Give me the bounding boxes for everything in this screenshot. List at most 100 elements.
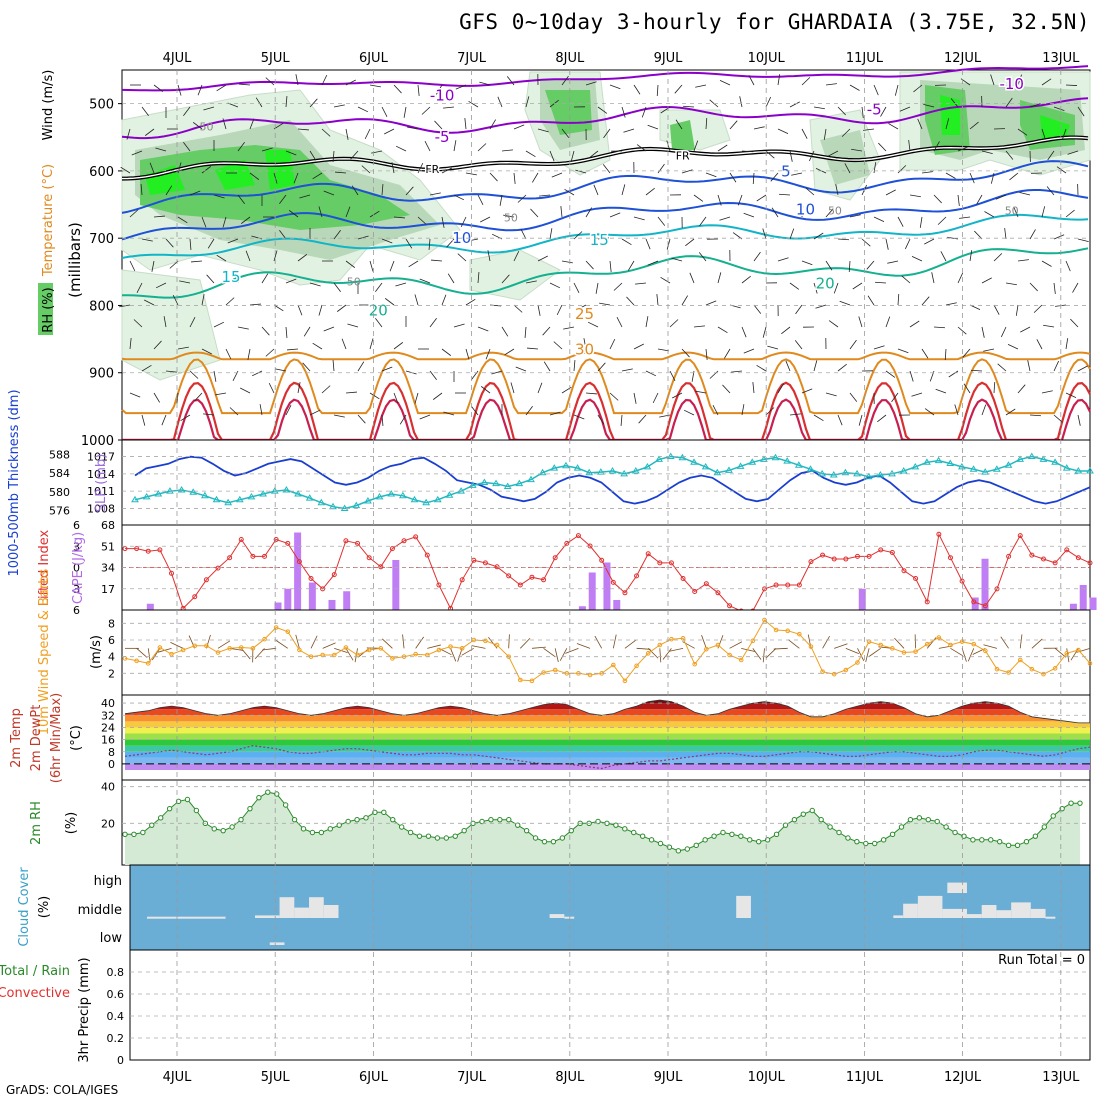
wind-barb <box>699 216 707 227</box>
wind-barb <box>172 294 179 306</box>
wind-barb <box>573 282 580 293</box>
wind-barb <box>935 388 947 394</box>
slp-marker <box>934 456 943 464</box>
wind-barb <box>501 149 513 152</box>
cloud-block <box>1030 908 1046 918</box>
slp-marker <box>643 462 652 470</box>
cloud-block <box>942 908 967 918</box>
wind-barb <box>467 238 479 242</box>
wind-speed-marker <box>157 645 163 650</box>
surface-wind-barb <box>402 634 405 649</box>
wind-barb <box>489 172 498 182</box>
slp-marker <box>992 465 1001 472</box>
wind-speed-marker <box>459 646 465 651</box>
rh2m-marker <box>506 816 512 823</box>
wind-barb <box>428 238 431 250</box>
slp-marker <box>1004 461 1013 468</box>
wind-barb <box>441 167 452 174</box>
slp-marker <box>457 487 465 494</box>
rh2m-marker <box>452 833 458 839</box>
temp2m-tick: 40 <box>101 697 115 710</box>
wind-barb <box>1072 282 1079 293</box>
wind-barb <box>222 216 227 228</box>
wind-barb <box>1036 339 1043 350</box>
wind-barb <box>863 128 875 131</box>
surface-wind-barb <box>559 648 568 661</box>
wind-barb <box>434 120 443 130</box>
wind-barb <box>1043 324 1055 328</box>
slp-marker <box>655 455 663 462</box>
wind-barb <box>551 172 563 178</box>
wind-barb <box>520 229 527 240</box>
wind-barb <box>1005 150 1014 160</box>
surface-wind-barb <box>669 647 684 652</box>
wind-barb <box>525 150 536 158</box>
wind-barb <box>408 260 419 268</box>
ylabel-wind-units: (m/s) <box>89 635 104 669</box>
ylabel-thickness: 1000-500mb Thickness (dm) <box>7 389 22 576</box>
slp-tick: 1008 <box>87 502 115 515</box>
date-label-top: 4JUL <box>163 51 193 66</box>
wind-barb <box>656 294 659 306</box>
date-label-top: 13JUL <box>1042 51 1080 66</box>
temp-band <box>125 745 1090 752</box>
rh2m-marker <box>773 831 780 838</box>
lifted-marker <box>145 548 151 554</box>
wind-barb <box>333 104 345 108</box>
wind-speed-marker <box>180 647 186 653</box>
wind-barb <box>201 166 212 174</box>
wind-barb <box>240 216 251 224</box>
isotherm-label: -10 <box>999 75 1024 93</box>
rh2m-marker <box>800 811 807 817</box>
wind-barb <box>1000 326 1007 338</box>
wind-barb <box>177 84 182 96</box>
wind-barb <box>435 84 443 95</box>
wind-barb <box>1007 343 1019 350</box>
wind-speed-marker <box>1064 651 1070 656</box>
wind-barb <box>633 84 641 95</box>
wind-barb <box>497 96 503 108</box>
wind-barb <box>515 366 527 372</box>
wind-barb <box>652 392 659 404</box>
slp-marker <box>282 486 291 493</box>
wind-barb <box>180 414 191 422</box>
wind-barb <box>765 407 775 416</box>
surface-wind-barb <box>636 647 651 650</box>
cape-bar <box>343 591 351 610</box>
wind-barb <box>620 414 623 426</box>
wind-barb <box>245 250 251 262</box>
lifted-marker <box>982 603 988 609</box>
wind-speed-marker <box>145 661 151 666</box>
wind-barb <box>144 128 155 136</box>
wind-barb <box>919 216 923 228</box>
rh2m-marker <box>265 789 271 795</box>
wind-barb <box>336 304 347 312</box>
wind-barb <box>626 296 635 306</box>
cape-bar <box>588 572 596 610</box>
rh2m-marker <box>845 835 851 841</box>
wind-barb <box>443 106 455 109</box>
cloud-block <box>981 905 997 918</box>
wind-barb <box>395 282 407 287</box>
lifted-marker <box>203 577 209 583</box>
wind-barb <box>213 194 225 199</box>
wind-barb <box>441 348 452 356</box>
wind-barb <box>944 348 947 361</box>
rh2m-marker <box>1032 833 1039 839</box>
wind-barb <box>403 106 407 118</box>
lifted-marker <box>459 577 465 583</box>
date-label-bottom: 12JUL <box>944 1070 982 1085</box>
wind-speed-marker <box>529 678 535 684</box>
wind-speed-marker <box>971 641 977 647</box>
wind-speed-marker <box>169 651 174 657</box>
wind-barb <box>1029 229 1036 240</box>
wind-barb <box>1013 206 1019 218</box>
lifted-marker <box>971 599 977 605</box>
slp-marker <box>573 464 582 471</box>
surface-wind-barb <box>1019 634 1023 649</box>
wind-barb <box>970 369 983 372</box>
rh2m-marker <box>1014 842 1021 849</box>
slp-marker <box>398 491 407 499</box>
rh2m-marker <box>416 833 423 839</box>
lifted-marker <box>343 538 349 544</box>
